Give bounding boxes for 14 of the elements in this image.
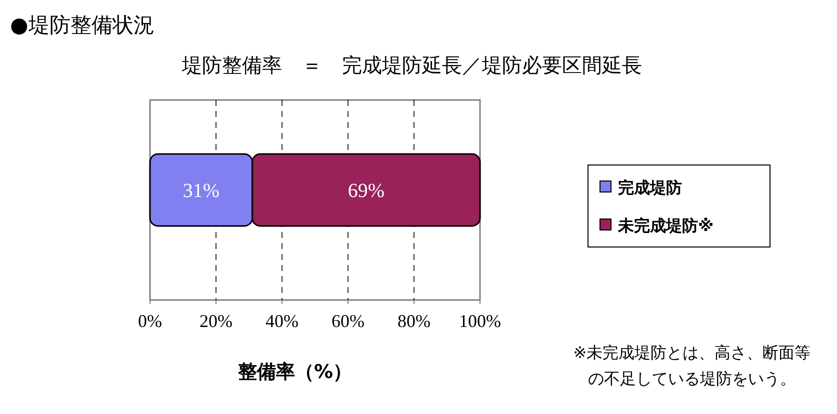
x-tick-label: 40% [266, 311, 298, 331]
x-tick-label: 100% [459, 311, 501, 331]
x-tick-label: 0% [138, 311, 162, 331]
text: ※未完成堤防とは、高さ、断面等の不足している堤防をいう。 [573, 343, 811, 388]
x-tick-label: 80% [398, 311, 430, 331]
legend-label: 完成堤防 [618, 178, 682, 197]
x-axis-title: 整備率（%） [236, 361, 352, 383]
chart-title: ●堤防整備状況 [10, 13, 154, 37]
x-tick-label: 60% [332, 311, 364, 331]
x-tick-label: 20% [200, 311, 232, 331]
legend-label: 未完成堤防※ [617, 216, 714, 235]
data-label: 69% [348, 180, 384, 202]
data-label: 31% [182, 180, 220, 202]
chart-subtitle: 堤防整備率 ＝ 完成堤防延長／堤防必要区間延長 [181, 53, 642, 77]
